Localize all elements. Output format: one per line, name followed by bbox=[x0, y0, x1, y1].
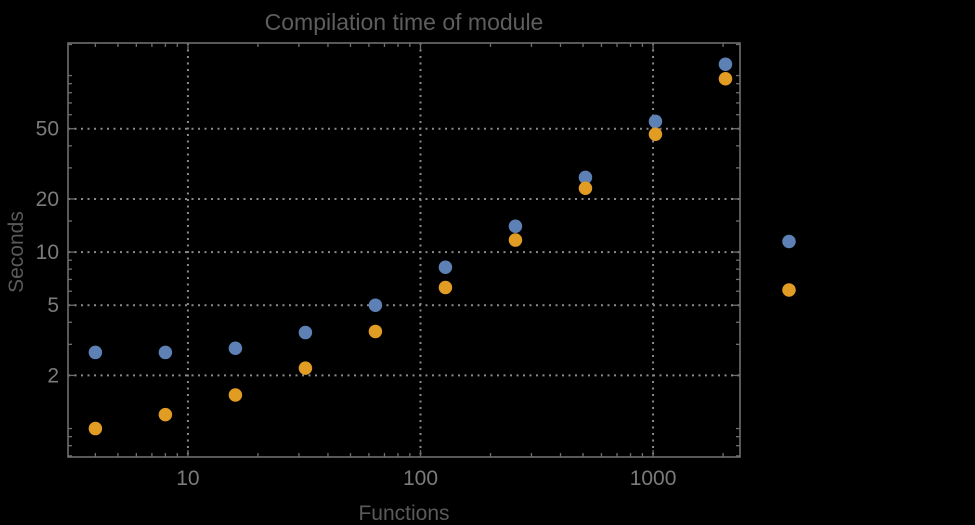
y-axis-label: Seconds bbox=[5, 211, 28, 293]
x-tick-label: 1000 bbox=[630, 467, 677, 490]
x-tick-label: 10 bbox=[176, 467, 199, 490]
plot-frame bbox=[67, 42, 741, 458]
x-tick-label: 100 bbox=[403, 467, 438, 490]
data-point-series-blue bbox=[718, 57, 733, 71]
data-point-series-orange bbox=[298, 361, 313, 375]
data-point-series-blue bbox=[648, 114, 663, 129]
y-tick-label: 50 bbox=[36, 118, 59, 141]
data-point-series-blue bbox=[368, 298, 383, 312]
data-point-series-orange bbox=[648, 127, 663, 142]
data-point-series-orange bbox=[438, 280, 453, 295]
y-tick-label: 10 bbox=[36, 241, 59, 264]
data-point-series-orange bbox=[718, 71, 733, 86]
legend-marker-1 bbox=[782, 283, 796, 297]
y-tick-label: 20 bbox=[36, 188, 59, 211]
data-point-series-blue bbox=[578, 170, 593, 185]
data-point-series-orange bbox=[158, 407, 173, 422]
data-point-series-blue bbox=[88, 345, 103, 360]
y-tick-label: 5 bbox=[47, 294, 59, 317]
data-point-series-blue bbox=[158, 345, 173, 360]
data-point-series-blue bbox=[438, 260, 453, 275]
chart-title: Compilation time of module bbox=[264, 9, 544, 35]
data-point-series-orange bbox=[368, 324, 383, 339]
y-tick-label: 2 bbox=[47, 364, 59, 387]
x-axis-label: Functions bbox=[358, 502, 450, 525]
data-point-series-orange bbox=[508, 233, 523, 247]
data-point-series-blue bbox=[228, 341, 243, 356]
data-point-series-orange bbox=[228, 388, 243, 402]
legend-marker-0 bbox=[782, 234, 796, 249]
data-point-series-blue bbox=[298, 325, 313, 340]
data-point-series-orange bbox=[88, 421, 103, 436]
data-point-series-blue bbox=[508, 219, 523, 234]
data-point-series-orange bbox=[578, 181, 593, 195]
